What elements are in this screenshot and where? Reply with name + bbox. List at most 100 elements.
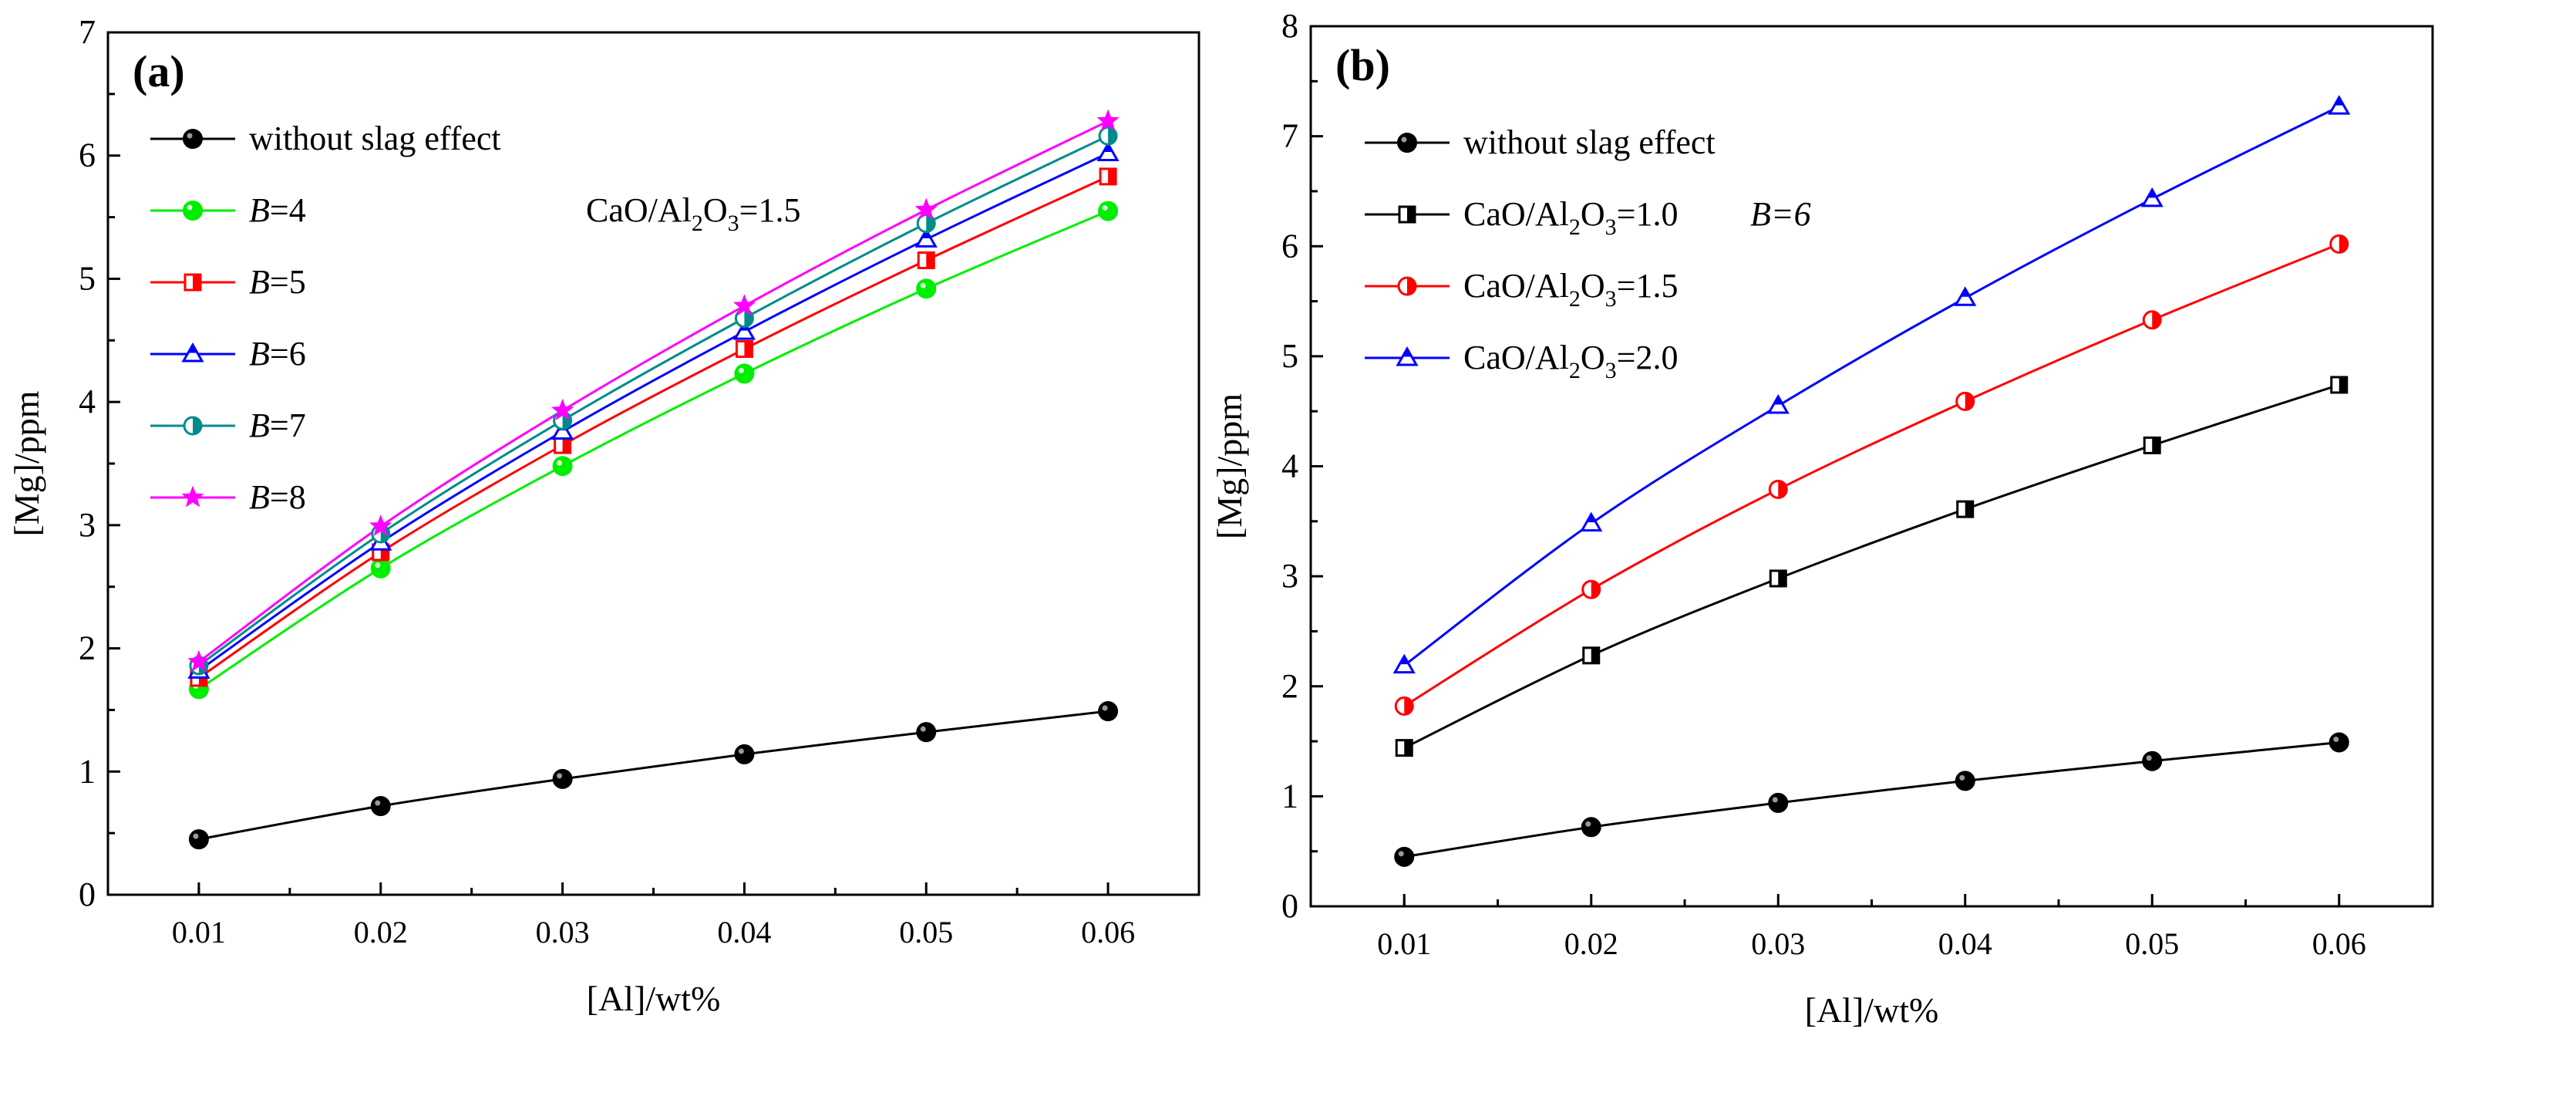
series-line: [1404, 741, 2339, 858]
legend-label: B=5: [249, 263, 306, 301]
legend-marker: [181, 485, 204, 508]
legend-marker: [183, 416, 203, 436]
y-tick-label: 3: [1281, 557, 1298, 595]
legend-label: CaO/Al2O3=2.0: [1463, 339, 1679, 383]
legend-note-text: O: [703, 191, 728, 229]
legend-item: B=5: [150, 263, 306, 301]
legend-item: B=7: [150, 406, 306, 444]
legend-label-prefix: B: [249, 191, 270, 229]
data-point: [2328, 95, 2351, 115]
data-point: [1769, 569, 1787, 588]
legend-subscript: 3: [1605, 214, 1617, 240]
data-point: [370, 558, 391, 578]
legend-label-prefix: CaO/Al: [1463, 267, 1569, 305]
data-point: [1956, 500, 1975, 518]
y-tick-label: 6: [79, 137, 96, 174]
legend-marker: [183, 129, 203, 149]
data-point: [914, 228, 938, 248]
x-tick-label: 0.04: [717, 915, 771, 950]
legend-marker: [1396, 346, 1419, 366]
data-point: [1099, 167, 1117, 186]
data-point: [1096, 109, 1120, 131]
data-point: [187, 649, 210, 672]
data-point: [2330, 376, 2349, 394]
legend-note-subscript: 2: [692, 211, 703, 236]
legend-item: CaO/Al2O3=1.0: [1365, 195, 1679, 240]
data-point: [732, 294, 756, 316]
legend-marker: [1397, 276, 1417, 296]
legend-label-value: =7: [270, 406, 306, 444]
y-tick-label: 7: [79, 13, 96, 51]
data-point: [1954, 286, 1977, 306]
data-point: [916, 722, 937, 743]
legend-item: B=6: [150, 335, 306, 373]
y-axis-label: [Mg]/ppm: [7, 390, 46, 536]
legend-item: without slag effect: [1365, 123, 1716, 161]
legend-label-prefix: CaO/Al: [1463, 339, 1569, 376]
legend-label-value: O: [1581, 339, 1605, 376]
data-point: [1098, 701, 1119, 722]
panel-label: (b): [1335, 40, 1390, 90]
legend-label-prefix: B: [249, 335, 270, 373]
data-point: [916, 278, 937, 299]
y-tick-label: 5: [79, 259, 96, 297]
data-point: [188, 829, 209, 850]
x-tick-label: 0.02: [1564, 926, 1618, 961]
legend-label: B=4: [249, 191, 306, 229]
legend-note-subscript: 3: [728, 211, 739, 236]
y-tick-label: 0: [79, 875, 96, 913]
y-tick-label: 3: [79, 506, 96, 544]
data-point: [369, 514, 392, 536]
legend-label-value: =5: [270, 263, 306, 301]
legend-label: B=7: [249, 406, 306, 444]
data-point: [2143, 436, 2161, 454]
legend-subscript: 2: [1569, 358, 1581, 383]
series-line: [198, 710, 1109, 841]
legend-note-text: =1.5: [739, 191, 801, 229]
series-line: [198, 134, 1109, 667]
series-line: [198, 210, 1109, 690]
y-tick-label: 2: [79, 629, 96, 667]
legend-note: B=6: [1750, 195, 1811, 233]
legend-subscript: 3: [1605, 286, 1617, 312]
legend-label: without slag effect: [1463, 123, 1716, 161]
legend-label-value-rest: =1.5: [1617, 267, 1679, 305]
data-point: [735, 339, 753, 358]
data-point: [734, 363, 755, 384]
data-point: [2142, 751, 2163, 771]
panel-label: (a): [133, 46, 185, 96]
data-point: [732, 320, 756, 340]
data-point: [917, 251, 935, 269]
data-point: [1395, 739, 1413, 757]
y-axis-label: [Mg]/ppm: [1210, 393, 1249, 539]
y-tick-label: 1: [79, 752, 96, 790]
series-line: [1403, 383, 2340, 749]
data-point: [1955, 391, 1975, 411]
legend-item: B=4: [150, 191, 306, 229]
data-point: [370, 796, 391, 817]
plot-frame: [106, 31, 1200, 896]
x-axis-label: [Al]/wt%: [1805, 990, 1939, 1030]
data-point: [1582, 646, 1601, 665]
x-tick-label: 0.06: [2312, 926, 2366, 961]
legend-label-value: =8: [270, 478, 306, 516]
legend-item: without slag effect: [150, 120, 501, 157]
data-point: [2329, 234, 2349, 254]
legend: without slag effectCaO/Al2O3=1.0CaO/Al2O…: [1365, 123, 1716, 383]
y-tick-label: 5: [1281, 337, 1298, 375]
legend-label-value-rest: =1.0: [1617, 195, 1679, 233]
data-point: [2140, 187, 2164, 207]
data-point: [551, 420, 574, 440]
legend-item: B=8: [150, 478, 306, 516]
y-tick-label: 1: [1281, 777, 1298, 815]
data-point: [552, 768, 573, 789]
y-tick-label: 6: [1281, 227, 1298, 265]
data-point: [914, 197, 938, 220]
series-line: [1403, 243, 2340, 707]
legend-marker: [184, 273, 202, 292]
legend-item: CaO/Al2O3=2.0: [1365, 339, 1679, 383]
legend-label-value: =6: [270, 335, 306, 373]
